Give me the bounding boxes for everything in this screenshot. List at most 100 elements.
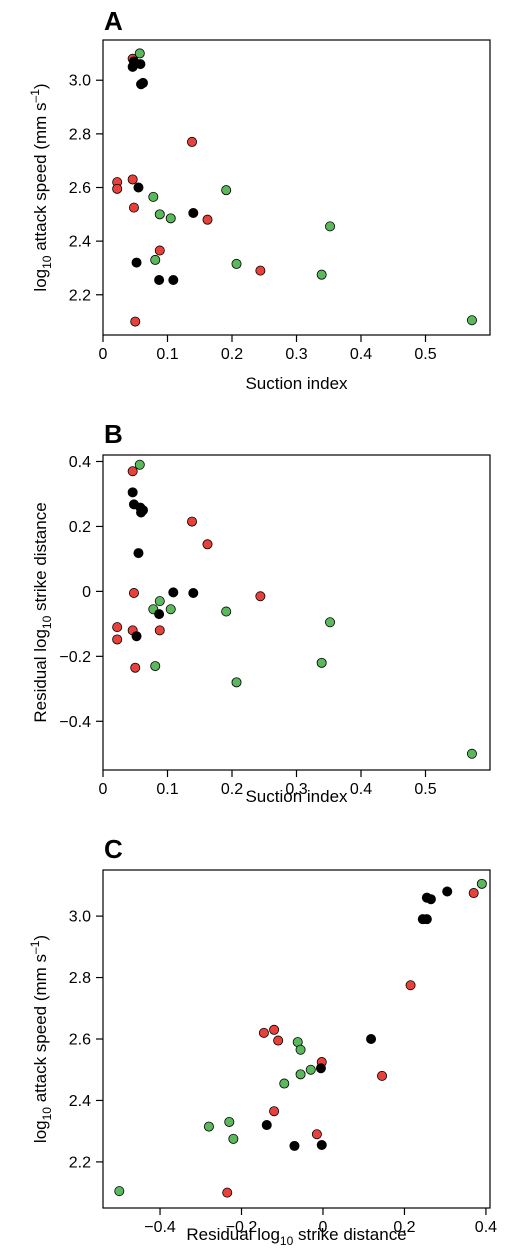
axis-title-sub: 10	[280, 1234, 294, 1248]
data-point-red	[222, 1187, 233, 1198]
data-point-green	[316, 269, 327, 280]
panel-label-a: A	[104, 6, 123, 36]
data-point-red	[127, 174, 138, 185]
data-point-red	[130, 662, 141, 673]
data-point-green	[203, 1121, 214, 1132]
data-point-red	[112, 622, 123, 633]
x-tick-label: 0.1	[156, 346, 178, 363]
y-tick-label: 2.4	[69, 234, 91, 251]
data-point-red	[187, 516, 198, 527]
data-point-green	[316, 657, 327, 668]
panel-a: A 0 0.1 0.2 0.3 0.4 0.5 2.2 2.4 2.6 2.8 3.0 Suction…	[28, 6, 491, 393]
axis-title-sub: 10	[40, 255, 54, 269]
data-point-red	[112, 183, 123, 194]
data-point-green	[114, 1186, 125, 1197]
data-point-red	[311, 1129, 322, 1140]
data-point-black	[154, 609, 165, 620]
data-point-green	[221, 606, 232, 617]
y-axis-title: log10 attack speed (mm s–1)	[28, 935, 54, 1143]
y-tick-label: 0.4	[69, 454, 91, 471]
data-point-red	[187, 136, 198, 147]
y-tick-label: 0.2	[69, 519, 91, 536]
data-point-green	[325, 617, 336, 628]
axis-title-pre: Residual log	[31, 629, 50, 723]
data-point-green	[231, 677, 242, 688]
data-point-green	[325, 221, 336, 232]
y-tick-label: 2.6	[69, 1032, 91, 1049]
x-axis-title: Suction index	[245, 787, 348, 806]
data-point-red	[468, 888, 479, 899]
data-point-red	[202, 214, 213, 225]
data-point-black	[131, 257, 142, 268]
data-point-red	[128, 202, 139, 213]
data-point-black	[188, 588, 199, 599]
y-axis-title: Residual log10 strike distance	[31, 502, 54, 722]
data-point-black	[133, 182, 144, 193]
data-point-black	[168, 275, 179, 286]
data-point-black	[316, 1140, 327, 1151]
y-tick-label: 3.0	[69, 73, 91, 90]
axis-title-pre: log	[31, 1120, 50, 1143]
axis-title-mid: attack speed (mm s	[31, 102, 50, 255]
panel-c: C −0.4 −0.2 0 0.2 0.4 2.2 2.4 2.6 2.8 3.0 Residual…	[28, 834, 497, 1248]
axis-title-post: )	[31, 83, 50, 89]
x-tick-label: −0.2	[226, 1219, 258, 1236]
data-point-red	[130, 316, 141, 327]
axis-title-mid: attack speed (mm s	[31, 954, 50, 1107]
data-point-green	[150, 254, 161, 265]
data-point-red	[258, 1027, 269, 1038]
axis-title-mid: strike distance	[31, 502, 50, 615]
data-point-green	[165, 604, 176, 615]
data-point-black	[168, 587, 179, 598]
x-tick-label: 0	[319, 1219, 328, 1236]
data-point-red	[202, 539, 213, 550]
data-point-green	[165, 213, 176, 224]
data-point-green	[305, 1064, 316, 1075]
y-tick-label: 2.2	[69, 1154, 91, 1171]
data-point-green	[154, 596, 165, 607]
data-point-black	[366, 1034, 377, 1045]
data-point-black	[127, 487, 138, 498]
data-point-green	[148, 191, 159, 202]
data-point-green	[279, 1078, 290, 1089]
data-point-green	[134, 48, 145, 59]
panel-b: B 0 0.1 0.2 0.3 0.4 0.5−0.4−0.200.20.4Suction…	[31, 419, 491, 806]
x-tick-label: 0.3	[285, 346, 307, 363]
axis-title-pre: log	[31, 269, 50, 292]
data-point-black	[188, 207, 199, 218]
x-tick-label: 0.2	[221, 346, 243, 363]
x-tick-label: 0.4	[475, 1219, 497, 1236]
y-tick-label: 3.0	[69, 909, 91, 926]
x-tick-label: 0.2	[221, 781, 243, 798]
plot-frame	[102, 39, 491, 336]
data-point-green	[228, 1133, 239, 1144]
data-point-green	[154, 209, 165, 220]
data-point-green	[150, 661, 161, 672]
panel-label-b: B	[104, 419, 123, 449]
data-point-black	[442, 886, 453, 897]
x-tick-label: 0	[99, 781, 108, 798]
data-point-black	[421, 914, 432, 925]
y-tick-label: 2.2	[69, 287, 91, 304]
data-point-red	[154, 625, 165, 636]
data-point-red	[405, 980, 416, 991]
y-tick-label: 2.4	[69, 1093, 91, 1110]
x-axis-title: Suction index	[245, 374, 348, 393]
x-tick-label: 0.5	[414, 781, 436, 798]
data-point-red	[255, 265, 266, 276]
x-axis-title: Residual log10 strike distance	[186, 1225, 406, 1248]
data-point-red	[273, 1035, 284, 1046]
data-point-red	[269, 1106, 280, 1117]
data-point-green	[466, 315, 477, 326]
data-point-green	[231, 258, 242, 269]
data-point-green	[221, 185, 232, 196]
data-point-black	[261, 1120, 272, 1131]
x-tick-label: −0.4	[144, 1219, 176, 1236]
axis-title-sub: 10	[40, 615, 54, 629]
data-point-black	[127, 61, 138, 72]
axis-title-pre: Residual log	[186, 1225, 280, 1244]
x-tick-label: 0.3	[285, 781, 307, 798]
data-point-green	[476, 878, 487, 889]
data-point-black	[315, 1063, 326, 1074]
